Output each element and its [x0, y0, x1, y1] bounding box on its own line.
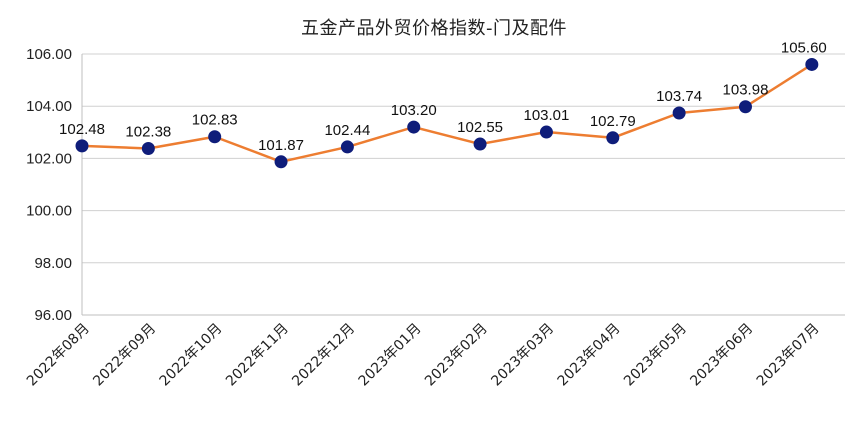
y-tick-label: 98.00	[34, 255, 72, 272]
data-point	[407, 120, 421, 134]
data-label: 101.87	[258, 137, 304, 154]
data-label: 103.01	[523, 107, 569, 124]
data-label: 102.55	[457, 119, 503, 136]
x-tick-label: 2023年07月	[754, 321, 823, 390]
y-tick-label: 100.00	[26, 203, 72, 220]
x-tick-label: 2023年06月	[687, 321, 756, 390]
x-tick-label: 2022年11月	[223, 321, 292, 390]
series-line	[81, 63, 813, 164]
data-label: 102.83	[192, 112, 238, 129]
data-label: 103.98	[723, 82, 769, 99]
x-tick-label: 2022年08月	[24, 321, 93, 390]
x-tick-label: 2022年12月	[289, 321, 358, 390]
y-tick-label: 106.00	[26, 46, 72, 63]
data-label: 102.38	[125, 123, 171, 140]
y-tick-label: 104.00	[26, 98, 72, 115]
x-tick-label: 2023年04月	[555, 321, 624, 390]
x-tick-label: 2023年05月	[621, 321, 690, 390]
y-tick-label: 102.00	[26, 150, 72, 167]
data-label: 105.60	[781, 39, 827, 56]
data-point	[473, 137, 487, 151]
x-tick-label: 2022年09月	[90, 321, 159, 390]
data-label: 103.74	[656, 88, 702, 105]
chart-title: 五金产品外贸价格指数-门及配件	[301, 18, 567, 39]
x-tick-label: 2023年03月	[488, 321, 557, 390]
data-point	[672, 106, 686, 120]
x-tick-label: 2023年01月	[356, 321, 425, 390]
data-label: 102.48	[59, 121, 105, 138]
data-point	[274, 155, 288, 169]
data-point	[141, 141, 155, 155]
data-label: 103.20	[391, 102, 437, 119]
data-point	[805, 57, 819, 71]
data-point	[606, 131, 620, 145]
data-label: 102.79	[590, 113, 636, 130]
x-tick-label: 2022年10月	[157, 321, 226, 390]
y-tick-label: 96.00	[34, 307, 72, 324]
x-tick-label: 2023年02月	[422, 321, 491, 390]
data-label: 102.44	[324, 122, 370, 139]
data-point	[208, 130, 222, 144]
data-point	[340, 140, 354, 154]
data-point	[75, 139, 89, 153]
data-point	[539, 125, 553, 139]
data-point	[738, 100, 752, 114]
